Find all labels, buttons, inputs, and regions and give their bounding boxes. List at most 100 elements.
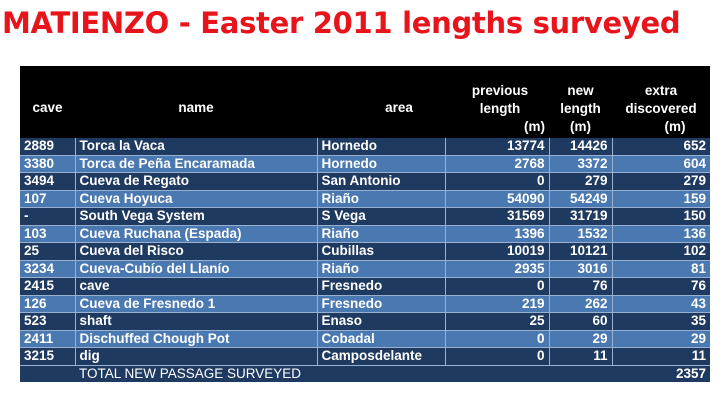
cell-new: 54249 <box>549 190 613 208</box>
table-row: 3234 Cueva-Cubío del Llanío Riaño 2935 3016 8… <box>20 260 710 278</box>
cell-extra: 102 <box>612 242 710 261</box>
cell-new: 262 <box>549 295 613 313</box>
cell-previous: 13774 <box>445 138 550 156</box>
cell-new: 29 <box>549 330 613 348</box>
cell-previous: 25 <box>445 312 550 331</box>
cell-area: Riaño <box>317 260 446 278</box>
cell-extra: 43 <box>612 295 710 313</box>
cell-area: Riaño <box>317 190 446 208</box>
cell-cave: 103 <box>20 225 76 243</box>
cell-cave: - <box>20 207 76 226</box>
cell-area: Camposdelante <box>317 347 446 366</box>
cell-new: 279 <box>549 172 613 191</box>
cell-name: cave <box>75 277 318 296</box>
cell-extra: 279 <box>612 172 710 191</box>
cell-area: Enaso <box>317 312 446 331</box>
cell-previous: 54090 <box>445 190 550 208</box>
cell-previous: 2768 <box>445 155 550 173</box>
cell-cave: 3234 <box>20 260 76 278</box>
total-blank-cell <box>20 365 75 382</box>
table-row: 3215 dig Camposdelante 0 11 11 <box>20 347 710 366</box>
table-row: 25 Cueva del Risco Cubillas 10019 10121 102 <box>20 242 710 261</box>
cell-extra: 159 <box>612 190 710 208</box>
table-row: 3380 Torca de Peña Encaramada Hornedo 2768 3… <box>20 155 710 173</box>
lengths-table: cave name area previous length (m) new l… <box>20 66 710 382</box>
cell-area: Fresnedo <box>317 277 446 296</box>
table-row: 2411 Dischuffed Chough Pot Cobadal 0 29 29 <box>20 330 710 348</box>
cell-previous: 0 <box>445 330 550 348</box>
cell-previous: 1396 <box>445 225 550 243</box>
cell-name: Dischuffed Chough Pot <box>75 330 318 348</box>
cell-cave: 25 <box>20 242 76 261</box>
cell-name: Torca de Peña Encaramada <box>75 155 318 173</box>
cell-extra: 11 <box>612 347 710 366</box>
cell-previous: 0 <box>445 172 550 191</box>
cell-extra: 76 <box>612 277 710 296</box>
table-row: 107 Cueva Hoyuca Riaño 54090 54249 159 <box>20 190 710 208</box>
table-row: - South Vega System S Vega 31569 31719 150 <box>20 207 710 226</box>
cell-extra: 35 <box>612 312 710 331</box>
cell-name: South Vega System <box>75 207 318 226</box>
header-name: name <box>75 66 317 138</box>
cell-extra: 604 <box>612 155 710 173</box>
cell-cave: 2415 <box>20 277 76 296</box>
table-row: 126 Cueva de Fresnedo 1 Fresnedo 219 262 43 <box>20 295 710 313</box>
cell-extra: 652 <box>612 138 710 156</box>
cell-area: Riaño <box>317 225 446 243</box>
cell-extra: 150 <box>612 207 710 226</box>
cell-cave: 3215 <box>20 347 76 366</box>
cell-new: 10121 <box>549 242 613 261</box>
cell-cave: 2411 <box>20 330 76 348</box>
total-value: 2357 <box>612 365 710 382</box>
cell-new: 1532 <box>549 225 613 243</box>
cell-new: 3372 <box>549 155 613 173</box>
cell-name: Cueva de Fresnedo 1 <box>75 295 318 313</box>
cell-previous: 2935 <box>445 260 550 278</box>
cell-name: Cueva Ruchana (Espada) <box>75 225 318 243</box>
cell-previous: 0 <box>445 347 550 366</box>
cell-cave: 107 <box>20 190 76 208</box>
cell-name: Torca la Vaca <box>75 138 318 156</box>
cell-area: Hornedo <box>317 155 446 173</box>
table-row: 3494 Cueva de Regato San Antonio 0 279 279 <box>20 172 710 191</box>
page-title: MATIENZO - Easter 2011 lengths surveyed <box>2 6 681 40</box>
cell-name: Cueva-Cubío del Llanío <box>75 260 318 278</box>
cell-extra: 136 <box>612 225 710 243</box>
cell-cave: 3380 <box>20 155 76 173</box>
cell-area: San Antonio <box>317 172 446 191</box>
header-previous-length: previous length (m) <box>445 66 549 138</box>
cell-extra: 81 <box>612 260 710 278</box>
total-row: TOTAL NEW PASSAGE SURVEYED 2357 <box>20 365 710 382</box>
cell-name: Cueva Hoyuca <box>75 190 318 208</box>
cell-previous: 10019 <box>445 242 550 261</box>
cell-cave: 2889 <box>20 138 76 156</box>
table-row: 523 shaft Enaso 25 60 35 <box>20 312 710 331</box>
cell-name: shaft <box>75 312 318 331</box>
header-cave: cave <box>20 66 75 138</box>
cell-extra: 29 <box>612 330 710 348</box>
cell-area: Cobadal <box>317 330 446 348</box>
cell-name: dig <box>75 347 318 366</box>
cell-new: 60 <box>549 312 613 331</box>
cell-cave: 126 <box>20 295 76 313</box>
table-row: 2889 Torca la Vaca Hornedo 13774 14426 652 <box>20 138 710 156</box>
cell-area: Fresnedo <box>317 295 446 313</box>
header-new-length: new length (m) <box>549 66 612 138</box>
cell-area: Cubillas <box>317 242 446 261</box>
cell-cave: 3494 <box>20 172 76 191</box>
table-row: 103 Cueva Ruchana (Espada) Riaño 1396 1532 13… <box>20 225 710 243</box>
cell-new: 11 <box>549 347 613 366</box>
cell-name: Cueva de Regato <box>75 172 318 191</box>
cell-new: 14426 <box>549 138 613 156</box>
cell-new: 76 <box>549 277 613 296</box>
cell-area: Hornedo <box>317 138 446 156</box>
cell-previous: 0 <box>445 277 550 296</box>
cell-area: S Vega <box>317 207 446 226</box>
cell-name: Cueva del Risco <box>75 242 318 261</box>
header-area: area <box>317 66 445 138</box>
cell-previous: 31569 <box>445 207 550 226</box>
cell-previous: 219 <box>445 295 550 313</box>
header-extra-discovered: extra discovered (m) <box>612 66 710 138</box>
cell-new: 3016 <box>549 260 613 278</box>
cell-new: 31719 <box>549 207 613 226</box>
